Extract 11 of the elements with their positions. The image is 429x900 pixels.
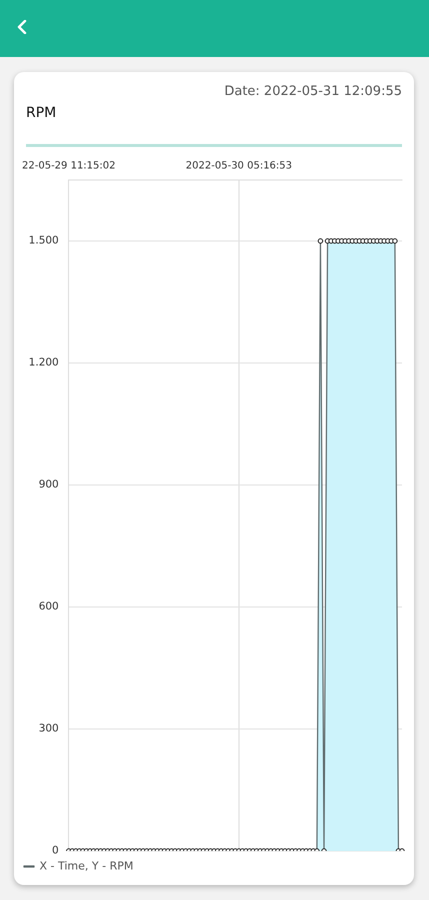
x-tick-label: 2022-05-30 05:16:53 [186, 160, 292, 172]
y-tick-label: 900 [38, 478, 59, 491]
y-tick-label: 0 [52, 844, 59, 857]
x-tick-label: 22-05-29 11:15:02 [22, 160, 116, 172]
y-tick-label: 1.500 [28, 234, 59, 247]
chart-subtitle: Date: 2022-05-31 12:09:55 [224, 84, 402, 99]
legend-label: X - Time, Y - RPM [40, 859, 134, 872]
y-tick-label: 600 [38, 600, 59, 613]
y-tick-label: 1.200 [28, 356, 59, 369]
chart-title: RPM [26, 105, 56, 121]
y-tick-label: 300 [38, 722, 59, 735]
